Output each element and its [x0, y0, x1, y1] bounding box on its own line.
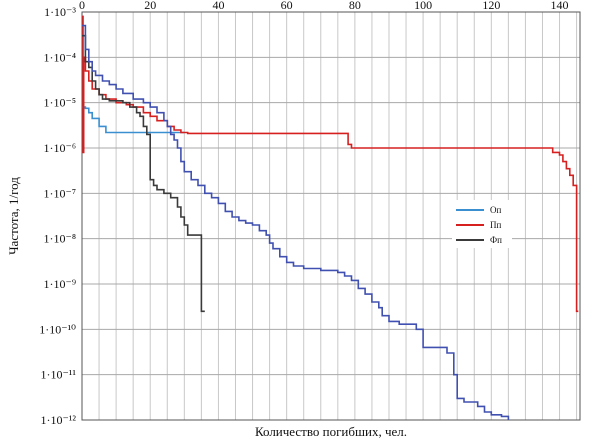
legend-label: Пп [490, 220, 501, 230]
x-tick-label: 0 [79, 0, 85, 12]
y-tick-label: 1·10⁻¹² [40, 413, 76, 427]
x-tick-label: 20 [144, 0, 156, 12]
series-line-2 [82, 15, 579, 313]
y-tick-label: 1·10⁻⁴ [43, 50, 76, 64]
series-line-4 [82, 24, 510, 420]
series-line-3 [82, 34, 205, 313]
x-axis-title: Количество погибших, чел. [255, 424, 407, 439]
y-tick-label: 1·10⁻⁶ [43, 141, 76, 155]
legend: Оп Пп Фп [452, 200, 512, 248]
series-group [82, 15, 579, 420]
x-tick-label: 100 [414, 0, 432, 12]
y-tick-label: 1·10⁻⁷ [43, 186, 76, 200]
y-tick-label: 1·10⁻³ [44, 5, 76, 19]
x-tick-label: 60 [281, 0, 293, 12]
legend-label: Оп [490, 205, 501, 215]
x-tick-label: 80 [349, 0, 361, 12]
y-tick-label: 1·10⁻⁵ [43, 96, 76, 110]
x-tick-label: 40 [212, 0, 224, 12]
legend-label: Фп [490, 235, 502, 245]
y-tick-labels: 1·10⁻³ 1·10⁻⁴ 1·10⁻⁵ 1·10⁻⁶ 1·10⁻⁷ 1·10⁻⁸ 1·10… [39, 5, 76, 427]
y-tick-label: 1·10⁻¹⁰ [39, 322, 76, 336]
y-tick-label: 1·10⁻⁸ [43, 232, 76, 246]
x-tick-label: 140 [551, 0, 569, 12]
x-tick-label: 120 [482, 0, 500, 12]
y-tick-label: 1·10⁻⁹ [43, 277, 76, 291]
y-axis-title: Частота, 1/год [6, 177, 21, 255]
series-line-1 [82, 106, 185, 134]
y-tick-label: 1·10⁻¹¹ [40, 368, 76, 382]
plot-frame [81, 11, 581, 421]
x-tick-labels: 0 20 40 60 80 100 120 140 [79, 0, 569, 12]
